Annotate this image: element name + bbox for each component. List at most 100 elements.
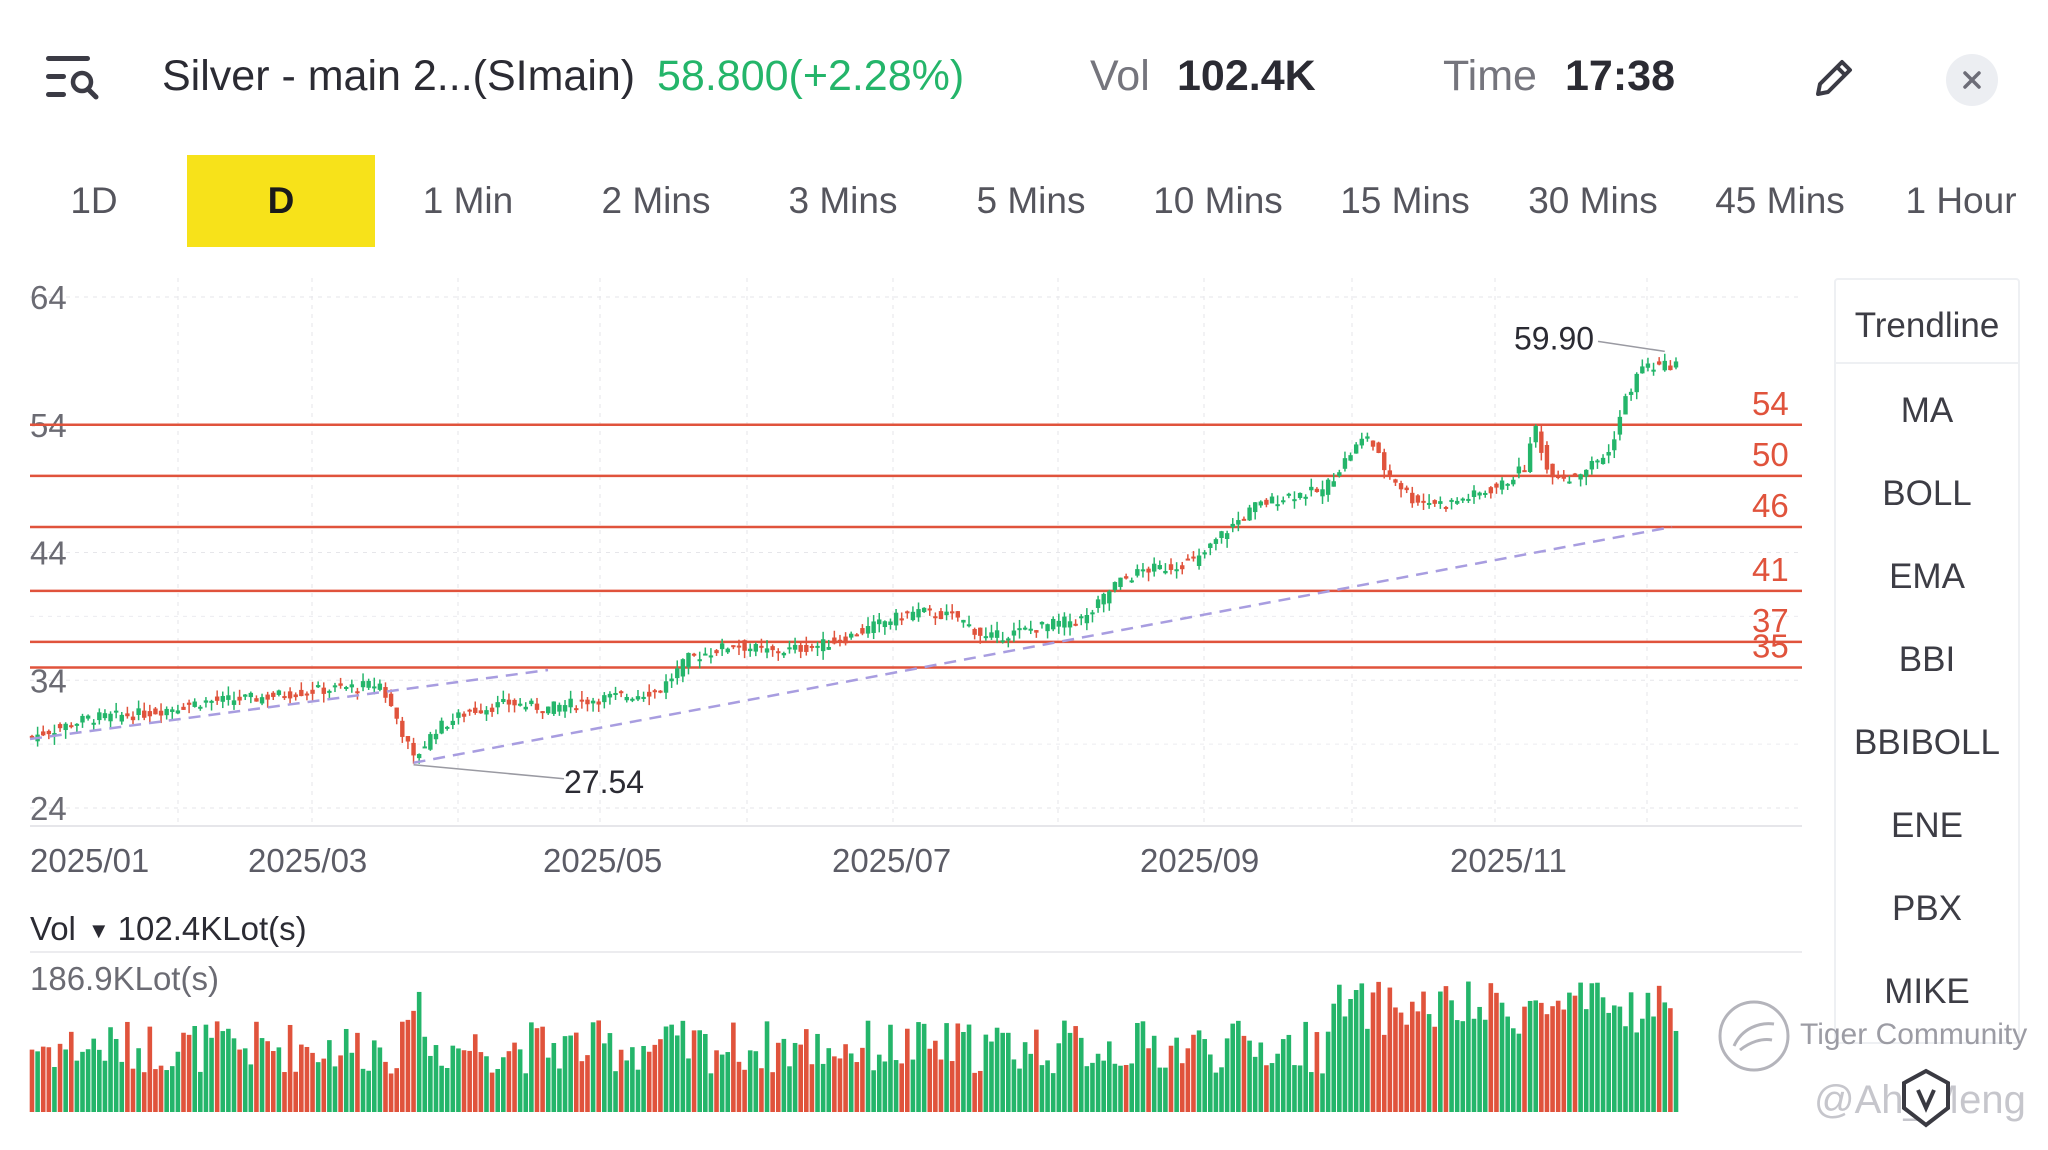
volume-bar bbox=[1640, 1018, 1645, 1112]
volume-bar bbox=[91, 1038, 97, 1112]
tab-2-mins[interactable]: 2 Mins bbox=[601, 180, 711, 221]
candle-body bbox=[1129, 580, 1134, 583]
candle-body bbox=[214, 696, 220, 701]
volume-bar bbox=[837, 1058, 843, 1112]
candle-body bbox=[85, 715, 91, 719]
tab-1-min[interactable]: 1 Min bbox=[422, 180, 514, 221]
candle-body bbox=[1028, 628, 1033, 631]
volume-bar bbox=[820, 1063, 826, 1112]
volume-bar bbox=[1101, 1060, 1106, 1112]
indicator-ma[interactable]: MA bbox=[1900, 391, 1954, 430]
candle-body bbox=[1219, 531, 1224, 538]
indicator-ene[interactable]: ENE bbox=[1891, 806, 1963, 845]
volume-bar bbox=[1123, 1064, 1129, 1112]
candle-body bbox=[658, 690, 663, 693]
candle-body bbox=[523, 706, 528, 710]
candle-body bbox=[966, 624, 972, 627]
candle-body bbox=[439, 720, 444, 734]
candle-body bbox=[1376, 442, 1381, 453]
volume-bar bbox=[905, 1028, 910, 1112]
candle-body bbox=[63, 723, 68, 731]
volume-bar bbox=[383, 1061, 388, 1112]
tab-45-mins[interactable]: 45 Mins bbox=[1715, 180, 1845, 221]
pencil-icon[interactable] bbox=[1808, 52, 1860, 104]
indicator-pbx[interactable]: PBX bbox=[1891, 889, 1963, 928]
candle-body bbox=[663, 681, 669, 693]
volume-bar bbox=[1477, 1006, 1482, 1112]
candle-body bbox=[972, 629, 977, 635]
candle-body bbox=[747, 648, 753, 652]
volume-bar bbox=[641, 1045, 646, 1112]
tab-daily[interactable]: D bbox=[187, 155, 375, 247]
candle-body bbox=[1550, 463, 1555, 478]
instrument-title[interactable]: Silver - main 2...(SImain) bbox=[162, 52, 636, 100]
caret-down-icon[interactable]: ▼ bbox=[87, 918, 110, 944]
tab-1-hour[interactable]: 1 Hour bbox=[1905, 180, 2017, 221]
candle-body bbox=[1095, 599, 1101, 608]
volume-bar bbox=[1561, 1009, 1567, 1112]
volume-bar bbox=[994, 1027, 1000, 1112]
candle-body bbox=[136, 708, 141, 715]
volume-bar bbox=[534, 1028, 540, 1112]
candle-body bbox=[113, 710, 119, 713]
low-label: 27.54 bbox=[564, 764, 644, 800]
volume-bar bbox=[332, 1066, 338, 1112]
candle-body bbox=[1555, 475, 1561, 479]
volume-bar bbox=[1572, 995, 1578, 1112]
candle-body bbox=[607, 693, 613, 698]
volume-bar bbox=[310, 1052, 315, 1112]
indicator-bbi[interactable]: BBI bbox=[1898, 640, 1956, 679]
volume-bar bbox=[388, 1073, 394, 1112]
candle-body bbox=[1421, 500, 1426, 503]
candle-body bbox=[899, 618, 904, 621]
candle-body bbox=[546, 706, 551, 714]
trendline-2 bbox=[413, 525, 1673, 765]
volume-bar bbox=[80, 1051, 85, 1112]
candle-body bbox=[394, 707, 399, 719]
candle-body bbox=[1398, 483, 1404, 490]
tab-30-mins[interactable]: 30 Mins bbox=[1528, 180, 1658, 221]
candle-body bbox=[916, 609, 921, 618]
volume-bar bbox=[153, 1069, 158, 1112]
indicator-bbiboll[interactable]: BBIBOLL bbox=[1854, 723, 2000, 762]
candle-body bbox=[203, 700, 209, 703]
candle-body bbox=[198, 706, 203, 709]
volume-bar bbox=[444, 1068, 450, 1112]
volume-bar bbox=[1073, 1026, 1078, 1112]
indicator-trendline[interactable]: Trendline bbox=[1836, 290, 2018, 364]
y-axis-label: 24 bbox=[30, 790, 67, 827]
candle-body bbox=[1151, 563, 1157, 572]
candle-body bbox=[669, 678, 674, 682]
indicator-ema[interactable]: EMA bbox=[1889, 557, 1965, 596]
candle-body bbox=[1640, 366, 1645, 374]
candle-body bbox=[1174, 569, 1179, 572]
candle-body bbox=[383, 687, 388, 698]
indicator-boll[interactable]: BOLL bbox=[1882, 474, 1972, 513]
candle-body bbox=[1006, 638, 1011, 641]
volume-bar bbox=[1067, 1032, 1073, 1112]
volume-bar bbox=[703, 1034, 708, 1112]
volume-header[interactable]: Vol ▼ 102.4KLot(s) bbox=[30, 910, 307, 948]
volume-bar bbox=[966, 1024, 972, 1112]
volume-bar bbox=[635, 1069, 641, 1112]
candle-body bbox=[428, 734, 433, 750]
tab-3-mins[interactable]: 3 Mins bbox=[788, 180, 898, 221]
tab-1d[interactable]: 1D bbox=[70, 180, 118, 221]
close-icon[interactable] bbox=[1946, 54, 1998, 106]
candle-body bbox=[955, 611, 961, 618]
volume-bar bbox=[753, 1051, 759, 1112]
high-label: 59.90 bbox=[1514, 320, 1594, 356]
volume-label: Vol bbox=[1090, 52, 1150, 100]
indicator-mike[interactable]: MIKE bbox=[1884, 972, 1970, 1011]
candle-body bbox=[158, 710, 164, 716]
candle-body bbox=[933, 616, 938, 619]
tab-5-mins[interactable]: 5 Mins bbox=[976, 180, 1086, 221]
candle-body bbox=[613, 693, 618, 696]
candle-body bbox=[1236, 520, 1241, 525]
tab-15-mins[interactable]: 15 Mins bbox=[1340, 180, 1470, 221]
tab-10-mins[interactable]: 10 Mins bbox=[1153, 180, 1283, 221]
volume-bar bbox=[972, 1072, 977, 1112]
candle-body bbox=[1589, 460, 1595, 470]
search-list-icon[interactable] bbox=[44, 52, 102, 104]
